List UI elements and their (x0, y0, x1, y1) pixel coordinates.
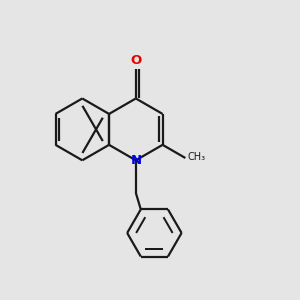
Text: N: N (130, 154, 141, 167)
Text: O: O (130, 54, 142, 67)
Text: CH₃: CH₃ (188, 152, 206, 161)
